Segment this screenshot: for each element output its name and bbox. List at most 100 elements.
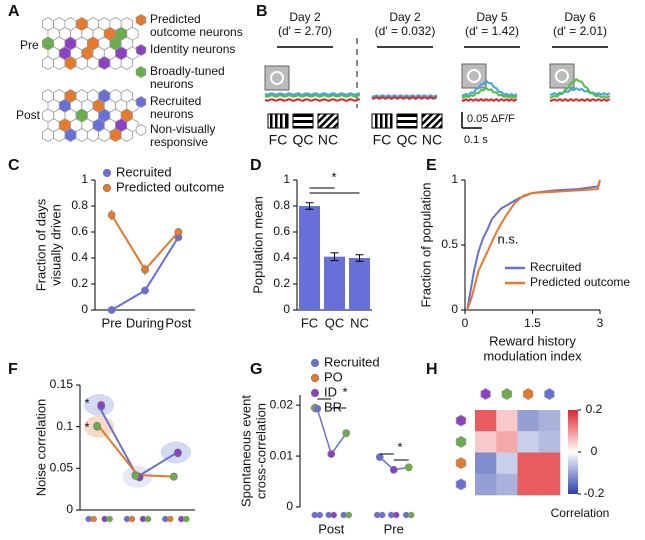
- y-tick-label: 0.01: [270, 448, 294, 462]
- grating: [292, 113, 314, 129]
- x-tick-label: QC: [325, 315, 345, 330]
- y-tick-label: 0: [81, 302, 88, 316]
- trace: [461, 80, 518, 98]
- legend-marker: [310, 373, 320, 383]
- column-icon: [480, 388, 491, 400]
- heatmap-cell: [538, 473, 561, 496]
- legend-label: Identity neurons: [150, 42, 235, 56]
- neuron-cell: [120, 128, 133, 142]
- group-icon: [393, 511, 400, 519]
- row-icon: [455, 435, 467, 448]
- y-tick-label: 1: [283, 172, 290, 186]
- x-tick-label: Post: [318, 521, 344, 536]
- panel-label: G: [250, 361, 262, 378]
- stimulus-label: QC: [397, 132, 418, 148]
- data-point: [404, 463, 413, 472]
- stimulus-label: NC: [318, 132, 338, 148]
- x-axis-label: modulation index: [483, 348, 582, 363]
- heatmap-cell: [496, 473, 518, 496]
- group-icon: [345, 511, 352, 519]
- group-icon: [144, 515, 152, 523]
- grating: [317, 113, 339, 129]
- y-axis-label: Spontaneous event: [238, 395, 253, 507]
- stimulus-image-ring: [467, 69, 481, 83]
- legend-label: outcome neurons: [150, 25, 243, 39]
- row-icon: [455, 478, 467, 491]
- group-icon: [379, 511, 386, 519]
- neuron-cell: [109, 128, 122, 142]
- y-tick-label: 0.6: [71, 224, 88, 238]
- stimulus-image: [264, 65, 290, 91]
- x-tick-label: Post: [165, 315, 191, 330]
- scale-label: 0.1 s: [464, 134, 488, 146]
- group-icon: [90, 515, 97, 523]
- heatmap-cell: [475, 452, 497, 475]
- y-tick-label: 1: [81, 172, 88, 186]
- heatmap-cell: [496, 452, 518, 475]
- group-line: [316, 408, 347, 456]
- annotation: *: [342, 384, 347, 399]
- data-point: [93, 421, 102, 430]
- panel-label: B: [256, 3, 268, 20]
- neuron-cell: [87, 128, 100, 142]
- legend-label: Predicted: [150, 12, 201, 26]
- scale-label: 0.05 ΔF/F: [467, 113, 515, 125]
- heatmap-cell: [538, 452, 561, 475]
- y-tick-label: 0: [66, 502, 73, 516]
- trace: [264, 92, 361, 96]
- data-point: [173, 448, 182, 457]
- legend-hexagon: [135, 124, 147, 136]
- group-icon: [128, 515, 136, 523]
- trace: [371, 94, 438, 98]
- trace: [549, 98, 611, 102]
- legend-label: Broadly-tuned: [150, 64, 225, 78]
- legend-marker: [102, 183, 112, 193]
- neuron-cell: [75, 128, 88, 142]
- group-icon: [106, 515, 113, 523]
- heatmap-cell: [475, 473, 497, 496]
- colorbar: [568, 410, 578, 494]
- x-tick-label: Pre: [102, 315, 122, 330]
- data-point: [389, 465, 398, 474]
- y-axis-label: Fraction of days: [33, 198, 48, 291]
- y-tick-label: 0: [451, 302, 458, 316]
- y-tick-label: 0.2: [71, 276, 88, 290]
- legend-label: PO: [324, 369, 343, 384]
- legend-label: neurons: [150, 77, 193, 91]
- panel-label: H: [426, 361, 438, 378]
- trace: [549, 78, 611, 99]
- annotation: n.s.: [498, 231, 519, 246]
- group-icon: [408, 511, 415, 519]
- data-point: [107, 306, 116, 314]
- column-icon: [523, 388, 534, 400]
- legend-hexagon: [135, 14, 147, 26]
- legend-hexagon: [135, 96, 147, 108]
- data-point: [97, 401, 106, 409]
- x-tick-label: FC: [301, 315, 318, 330]
- heatmap-cell: [517, 410, 540, 432]
- panel-label: D: [250, 157, 262, 174]
- stimulus-label: FC: [373, 132, 392, 148]
- neuron-cell: [75, 56, 88, 70]
- legend-marker: [310, 388, 320, 398]
- column-title: Day 5: [476, 10, 508, 24]
- panel-label: E: [426, 157, 437, 174]
- y-tick-label: 0.8: [273, 198, 290, 212]
- heatmap-cell: [496, 410, 518, 432]
- y-axis-label: Population mean: [250, 196, 265, 294]
- annotation: *: [84, 395, 89, 410]
- group-icon: [183, 515, 190, 523]
- bar: [299, 206, 320, 310]
- grating: [371, 113, 393, 129]
- stimulus-image-ring: [555, 69, 569, 83]
- neuron-cell: [120, 56, 133, 70]
- panel-label: C: [8, 157, 20, 174]
- trace: [264, 94, 361, 98]
- legend-label: BR: [324, 399, 342, 414]
- y-tick-label: 0.6: [273, 224, 290, 238]
- x-tick-label: 3: [597, 316, 604, 330]
- row-label: Post: [16, 108, 41, 122]
- y-tick-label: 0.4: [71, 250, 88, 264]
- legend-label: Recruited: [530, 260, 581, 274]
- y-tick-label: 0.8: [71, 198, 88, 212]
